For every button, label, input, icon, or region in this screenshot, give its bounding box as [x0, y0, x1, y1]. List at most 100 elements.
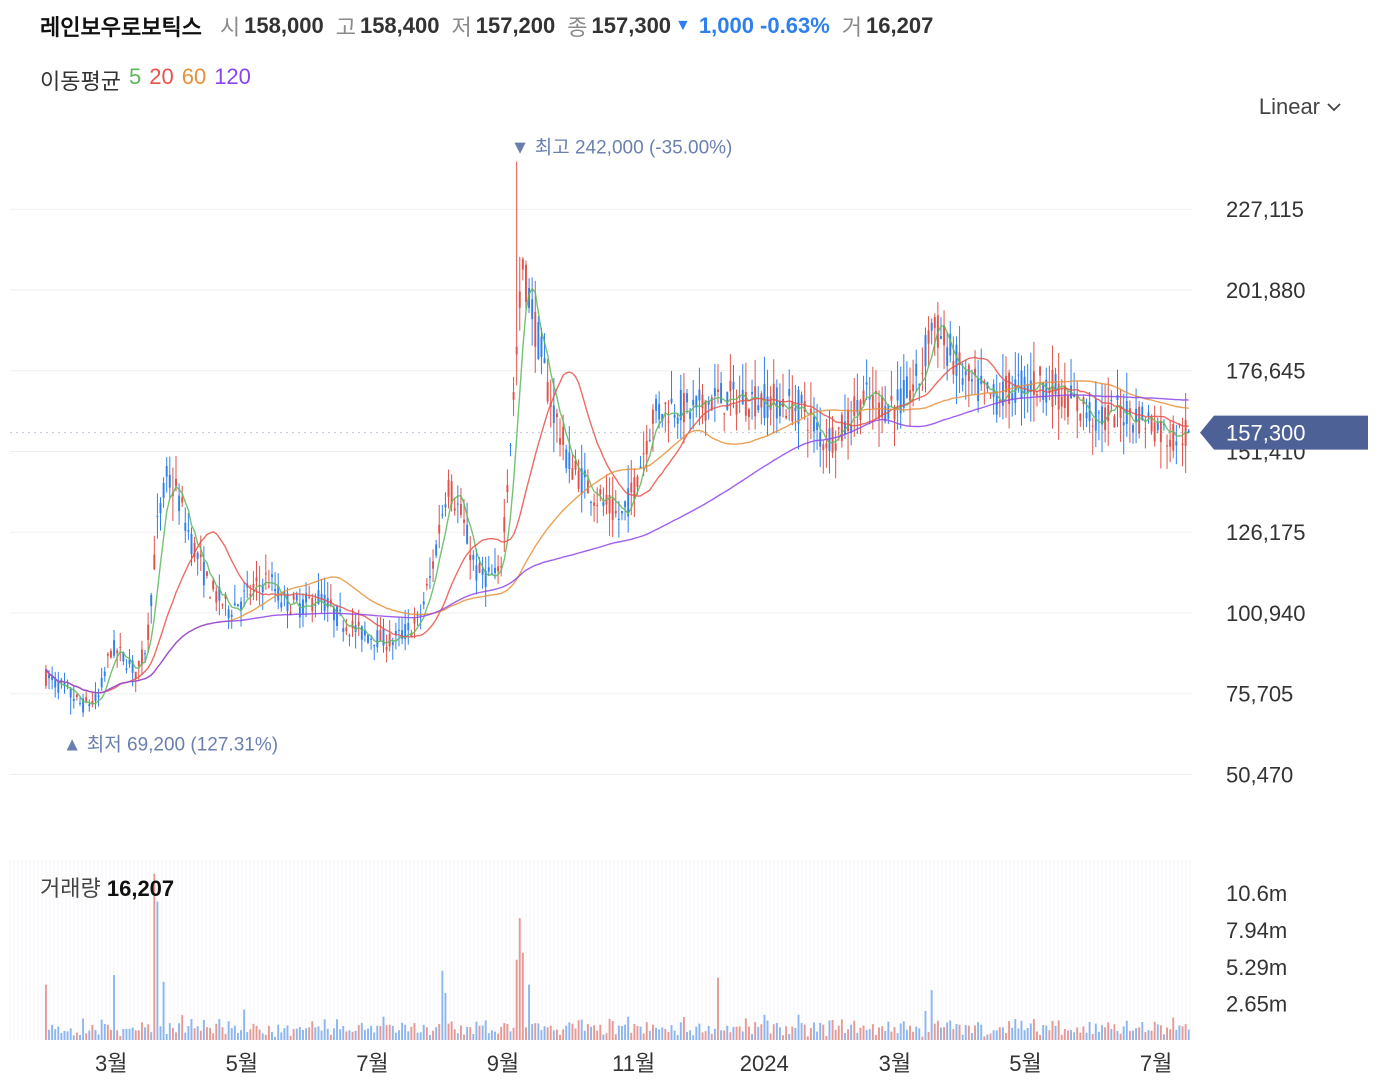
volume-bar [599, 1024, 602, 1040]
candle [744, 362, 747, 422]
candle-body [1107, 405, 1110, 422]
candle-body [236, 604, 239, 607]
candle-body [645, 440, 648, 455]
volume-bar [413, 1023, 416, 1040]
candle-body [450, 481, 453, 505]
candle-body [902, 379, 905, 408]
volume-bar [1082, 1026, 1085, 1040]
candle-body [1113, 416, 1116, 428]
volume-bar [69, 1028, 72, 1040]
volume-bar [949, 1020, 952, 1040]
candle [859, 399, 862, 435]
x-axis-label: 9월 [487, 1051, 519, 1076]
volume-bar [156, 901, 159, 1040]
candle-body [481, 569, 484, 575]
candle-body [667, 421, 670, 423]
candle [91, 692, 94, 708]
candle [484, 556, 487, 607]
candle-body [1088, 402, 1091, 422]
volume-bar [416, 1032, 419, 1040]
candle-body [837, 427, 840, 429]
volume-bar [292, 1029, 295, 1040]
volume-bar [484, 1020, 487, 1040]
candle [930, 318, 933, 345]
volume-bar [583, 1030, 586, 1040]
candle-body [326, 597, 329, 608]
volume-bar [555, 1029, 558, 1040]
candle-body [1063, 385, 1066, 409]
volume-bar [983, 1036, 986, 1040]
candle-body [317, 590, 320, 604]
candle-body [608, 495, 611, 514]
volume-bars [44, 873, 1190, 1040]
open-value: 158,000 [244, 13, 324, 38]
volume-bar [608, 1018, 611, 1040]
candle-body [453, 508, 456, 511]
candle-body [726, 391, 729, 410]
candle-body [376, 630, 379, 648]
volume-bar [912, 1031, 915, 1040]
candle-body [190, 534, 193, 555]
candle [989, 393, 992, 399]
candle [184, 507, 187, 544]
candle-body [760, 393, 763, 408]
chevron-down-icon [1327, 103, 1341, 112]
volume-bar [525, 1027, 527, 1040]
ma-60-label[interactable]: 60 [181, 64, 207, 89]
volume-bar [512, 1027, 515, 1040]
volume-bar [181, 1015, 184, 1040]
volume-bar [822, 1024, 825, 1040]
volume-bar [271, 1032, 273, 1040]
candle-body [199, 554, 202, 557]
candle [156, 493, 159, 539]
candle-body [227, 609, 230, 619]
candle [317, 573, 320, 605]
volume-bar [1144, 1032, 1147, 1040]
volume-bar [113, 974, 116, 1040]
candle [518, 256, 521, 331]
volume-bar [633, 1023, 636, 1040]
volume-bar [1066, 1030, 1069, 1040]
candle-body [367, 634, 369, 643]
volume-tick-label: 5.29m [1226, 955, 1287, 980]
volume-bar [184, 1032, 187, 1040]
candle [162, 477, 165, 508]
candle-body [791, 401, 794, 422]
candle-body [401, 630, 404, 639]
volume-bar [918, 1028, 921, 1040]
candle [425, 578, 428, 591]
candle [940, 317, 942, 340]
volume-bar [60, 1032, 63, 1040]
candle-body [144, 653, 146, 655]
ma-20-label[interactable]: 20 [149, 64, 174, 89]
candle-body [432, 561, 435, 569]
scale-selector[interactable]: Linear [1259, 94, 1342, 120]
candle [1079, 413, 1082, 427]
candle [57, 671, 60, 700]
volume-bar [339, 1029, 342, 1040]
low-label: 저 [451, 15, 472, 40]
candle [113, 630, 116, 658]
candle [286, 587, 289, 629]
candle-body [909, 390, 911, 401]
ma-5-label[interactable]: 5 [128, 64, 142, 89]
candle [150, 592, 153, 624]
volume-bar [890, 1031, 893, 1040]
volume-bar [559, 1034, 561, 1040]
candle [88, 699, 91, 712]
candle [66, 679, 69, 690]
volume-bar [710, 1033, 713, 1040]
candle [788, 369, 791, 421]
candle-body [1060, 396, 1063, 407]
candle-body [785, 415, 788, 419]
volume-bar [82, 1018, 85, 1040]
candle-body [540, 336, 543, 358]
volume-bar [568, 1022, 571, 1040]
candle-body [868, 397, 871, 400]
ma-120-label[interactable]: 120 [214, 64, 251, 89]
candle [1107, 377, 1110, 446]
candle-body [106, 653, 109, 656]
volume-bar [394, 1032, 397, 1040]
volume-bar [1125, 1020, 1128, 1040]
